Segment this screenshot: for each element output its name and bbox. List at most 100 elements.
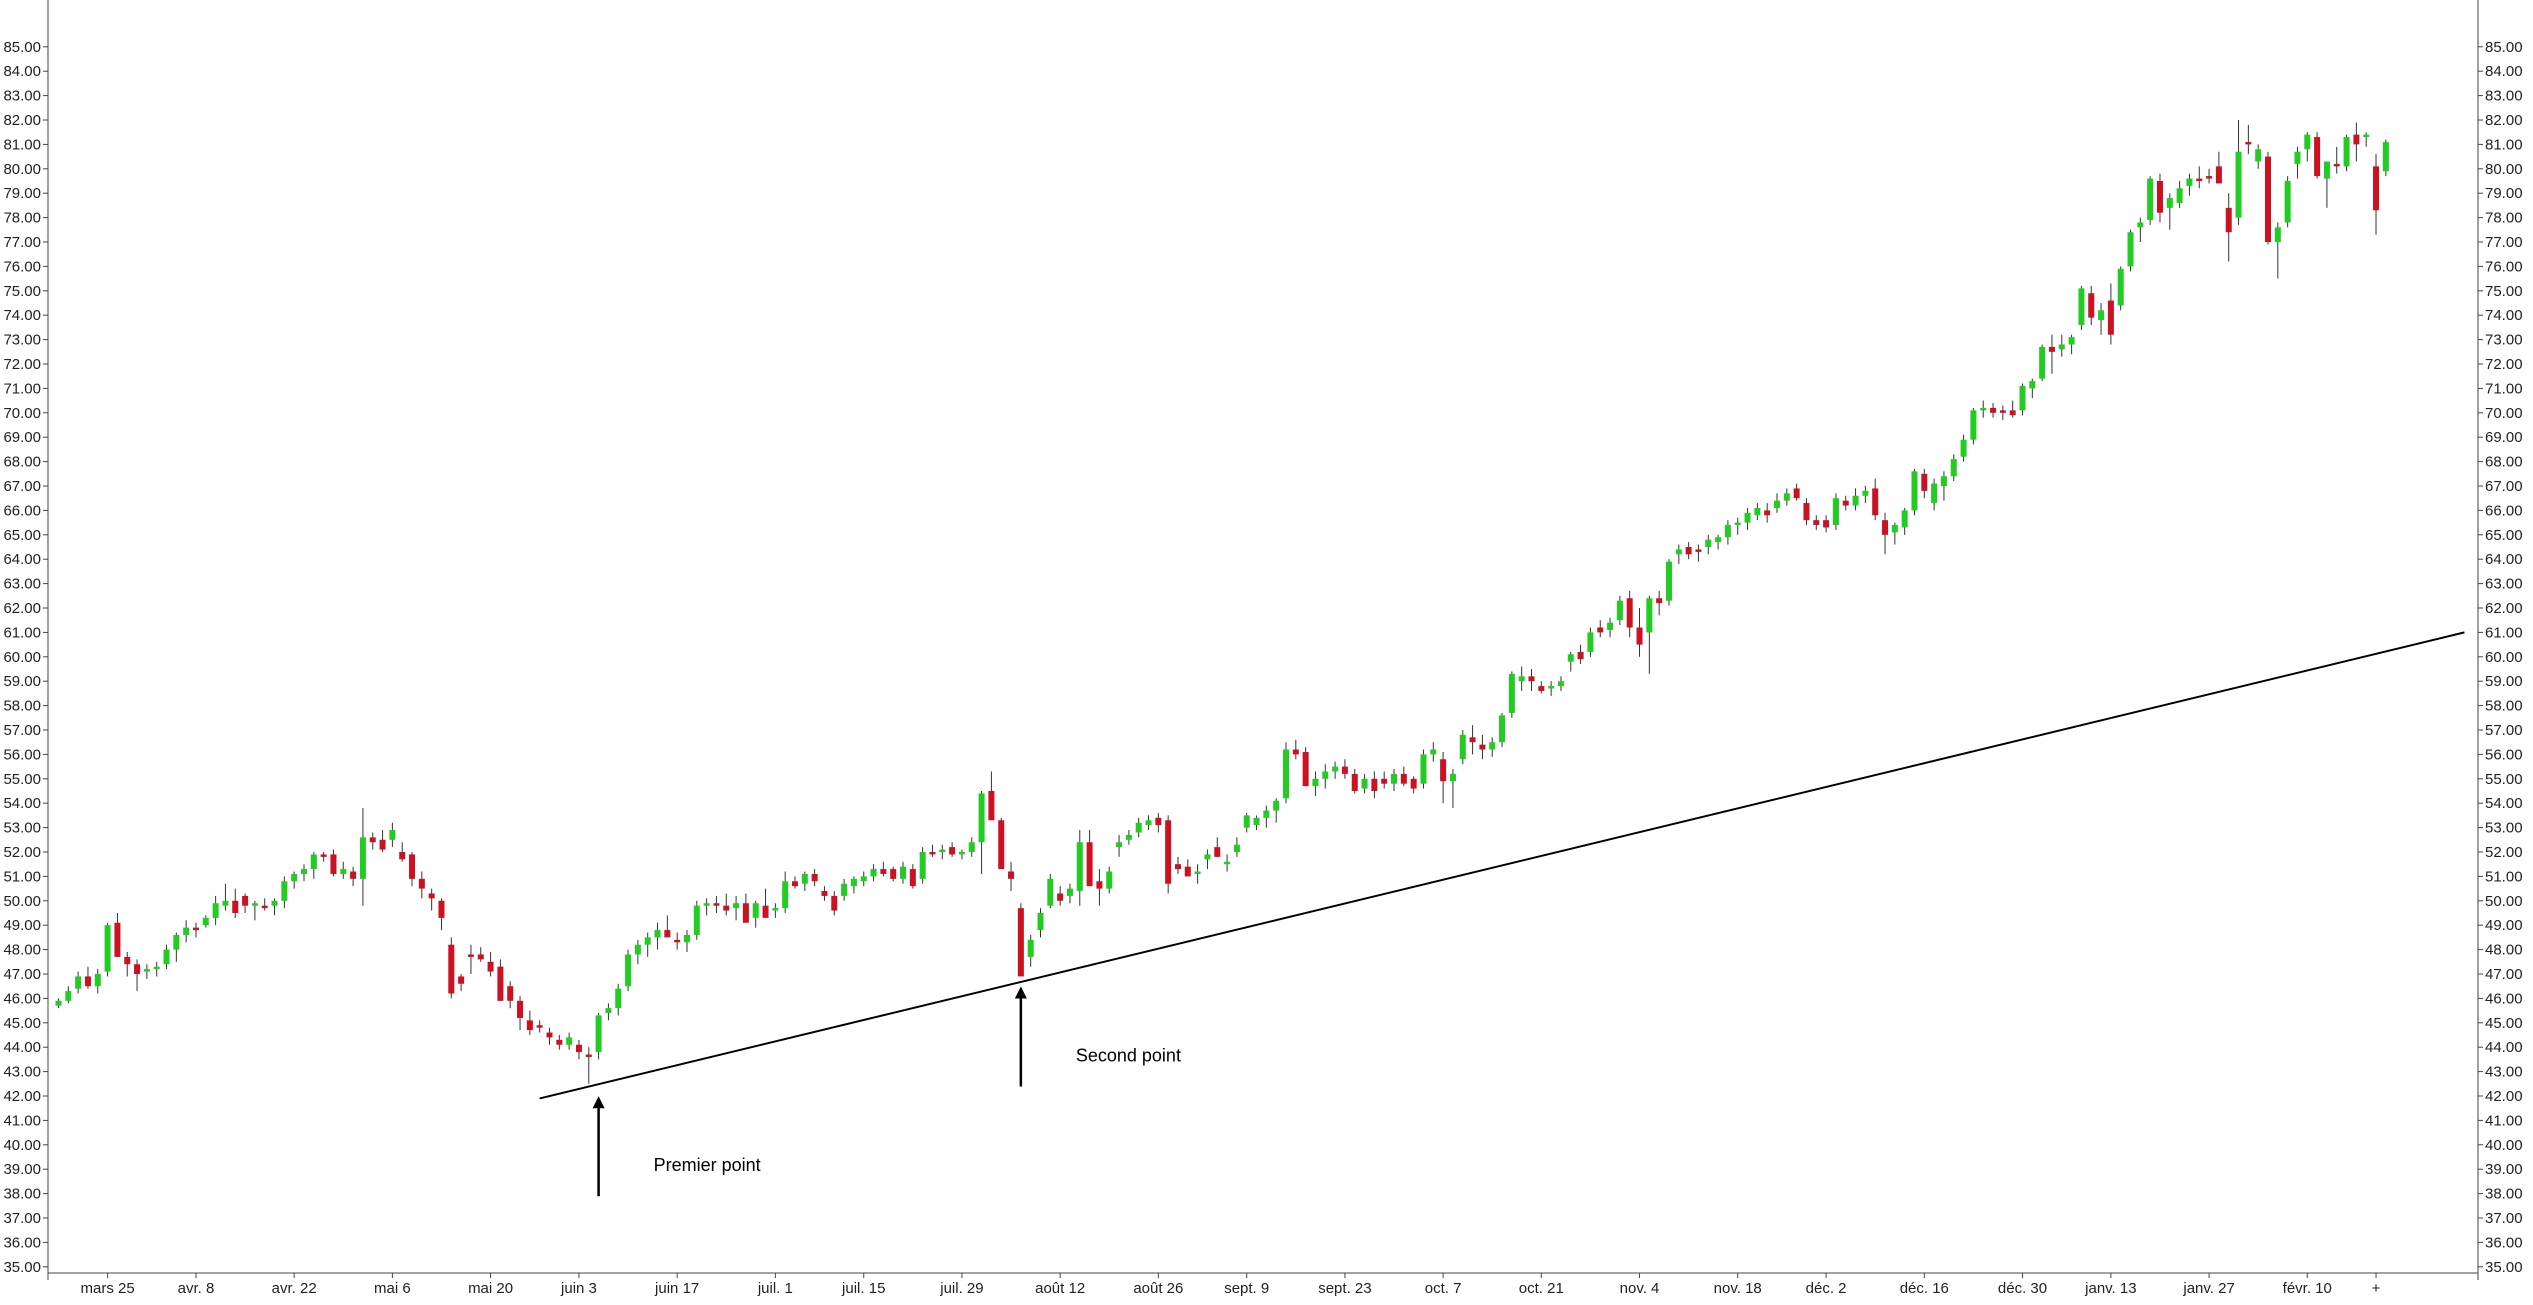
candle-body: [890, 869, 897, 879]
candle-body: [497, 966, 504, 1001]
candle-body: [2098, 310, 2105, 321]
candle-body: [2058, 344, 2065, 350]
candle-body: [801, 873, 808, 884]
candle-body: [1263, 810, 1270, 818]
y-tick-label-right: 83.00: [2485, 88, 2523, 105]
candle: [1567, 651, 1574, 672]
candle-body: [556, 1039, 563, 1045]
candle: [1381, 771, 1388, 789]
candle: [949, 842, 956, 857]
candle-body: [2235, 151, 2242, 218]
candle-body: [1420, 754, 1427, 784]
candle-body: [870, 869, 877, 877]
candle-body: [359, 837, 366, 879]
y-tick-label-right: 70.00: [2485, 405, 2523, 422]
candle: [556, 1035, 563, 1050]
candle: [850, 876, 857, 894]
candle: [212, 895, 219, 926]
trendline: [539, 631, 2465, 1100]
candle-body: [546, 1032, 553, 1038]
candle-body: [2137, 222, 2144, 228]
x-tick-label: juin 17: [654, 1280, 699, 1297]
candle-body: [1017, 908, 1024, 977]
y-tick-label-left: 68.00: [3, 454, 41, 471]
candle-body: [526, 1020, 533, 1031]
candle-body: [163, 949, 170, 965]
trendline-group: [539, 631, 2465, 1100]
y-tick-label-right: 60.00: [2485, 649, 2523, 666]
candle: [320, 852, 327, 862]
candle: [2107, 283, 2114, 345]
candle: [1695, 544, 1702, 562]
candle: [703, 898, 710, 916]
candle-body: [1361, 778, 1368, 789]
candle-body: [1449, 773, 1456, 782]
candle: [261, 898, 268, 911]
candle-body: [1646, 598, 1653, 633]
candle-body: [1116, 842, 1123, 848]
y-tick-label-left: 70.00: [3, 405, 41, 422]
candle: [1027, 934, 1034, 967]
candle-body: [1823, 520, 1830, 528]
candle: [2166, 193, 2173, 230]
x-tick-label: sept. 9: [1224, 1280, 1269, 1297]
candle-body: [1783, 493, 1790, 501]
candle: [2137, 217, 2144, 242]
candle: [1940, 471, 1947, 501]
candle: [1557, 676, 1564, 691]
candle: [1283, 742, 1289, 804]
candle-body: [55, 1000, 62, 1006]
candle: [134, 959, 141, 992]
candle-body: [2117, 268, 2124, 306]
candle: [1253, 815, 1260, 831]
candle: [1764, 503, 1771, 523]
y-tick-label-left: 35.00: [3, 1259, 41, 1276]
x-tick-label: août 12: [1035, 1280, 1085, 1297]
candle: [1832, 493, 1839, 530]
candle-body: [1715, 537, 1722, 543]
candle: [202, 915, 209, 928]
candle: [1047, 873, 1054, 909]
candle-body: [1233, 844, 1240, 852]
candle: [1292, 739, 1299, 760]
candle-body: [880, 869, 887, 874]
candle: [94, 969, 101, 994]
candle: [683, 930, 690, 953]
candle: [1921, 468, 1928, 499]
candle-body: [566, 1037, 573, 1045]
candle: [438, 898, 445, 931]
candle-body: [2078, 288, 2085, 325]
candle-body: [1469, 737, 1476, 743]
candle: [1813, 515, 1820, 530]
candle-body: [1135, 822, 1142, 833]
candle-body: [1086, 842, 1093, 887]
candle-body: [821, 891, 828, 896]
y-tick-label-left: 55.00: [3, 771, 41, 788]
candle: [173, 932, 180, 962]
candle: [2088, 285, 2095, 325]
candle: [458, 974, 465, 992]
candle-body: [1607, 622, 1614, 630]
candle-body: [1391, 773, 1398, 784]
candle: [2235, 120, 2242, 225]
candle: [1852, 488, 1859, 511]
y-tick-label-left: 66.00: [3, 502, 41, 519]
candle-body: [271, 900, 278, 906]
candle: [2382, 139, 2389, 177]
candle-body: [1656, 598, 1663, 604]
candle: [526, 1010, 533, 1035]
candle-body: [536, 1025, 543, 1028]
candle-body: [399, 852, 406, 860]
candle: [1371, 771, 1378, 799]
candle-body: [1410, 778, 1417, 789]
candle: [1204, 849, 1211, 870]
candle: [1990, 403, 1997, 418]
candle: [2147, 176, 2154, 225]
candle: [1017, 903, 1024, 977]
candle-body: [1194, 871, 1201, 874]
candle-body: [1577, 651, 1584, 660]
candle-body: [1371, 778, 1378, 791]
candle: [909, 864, 916, 889]
candle: [723, 893, 730, 916]
